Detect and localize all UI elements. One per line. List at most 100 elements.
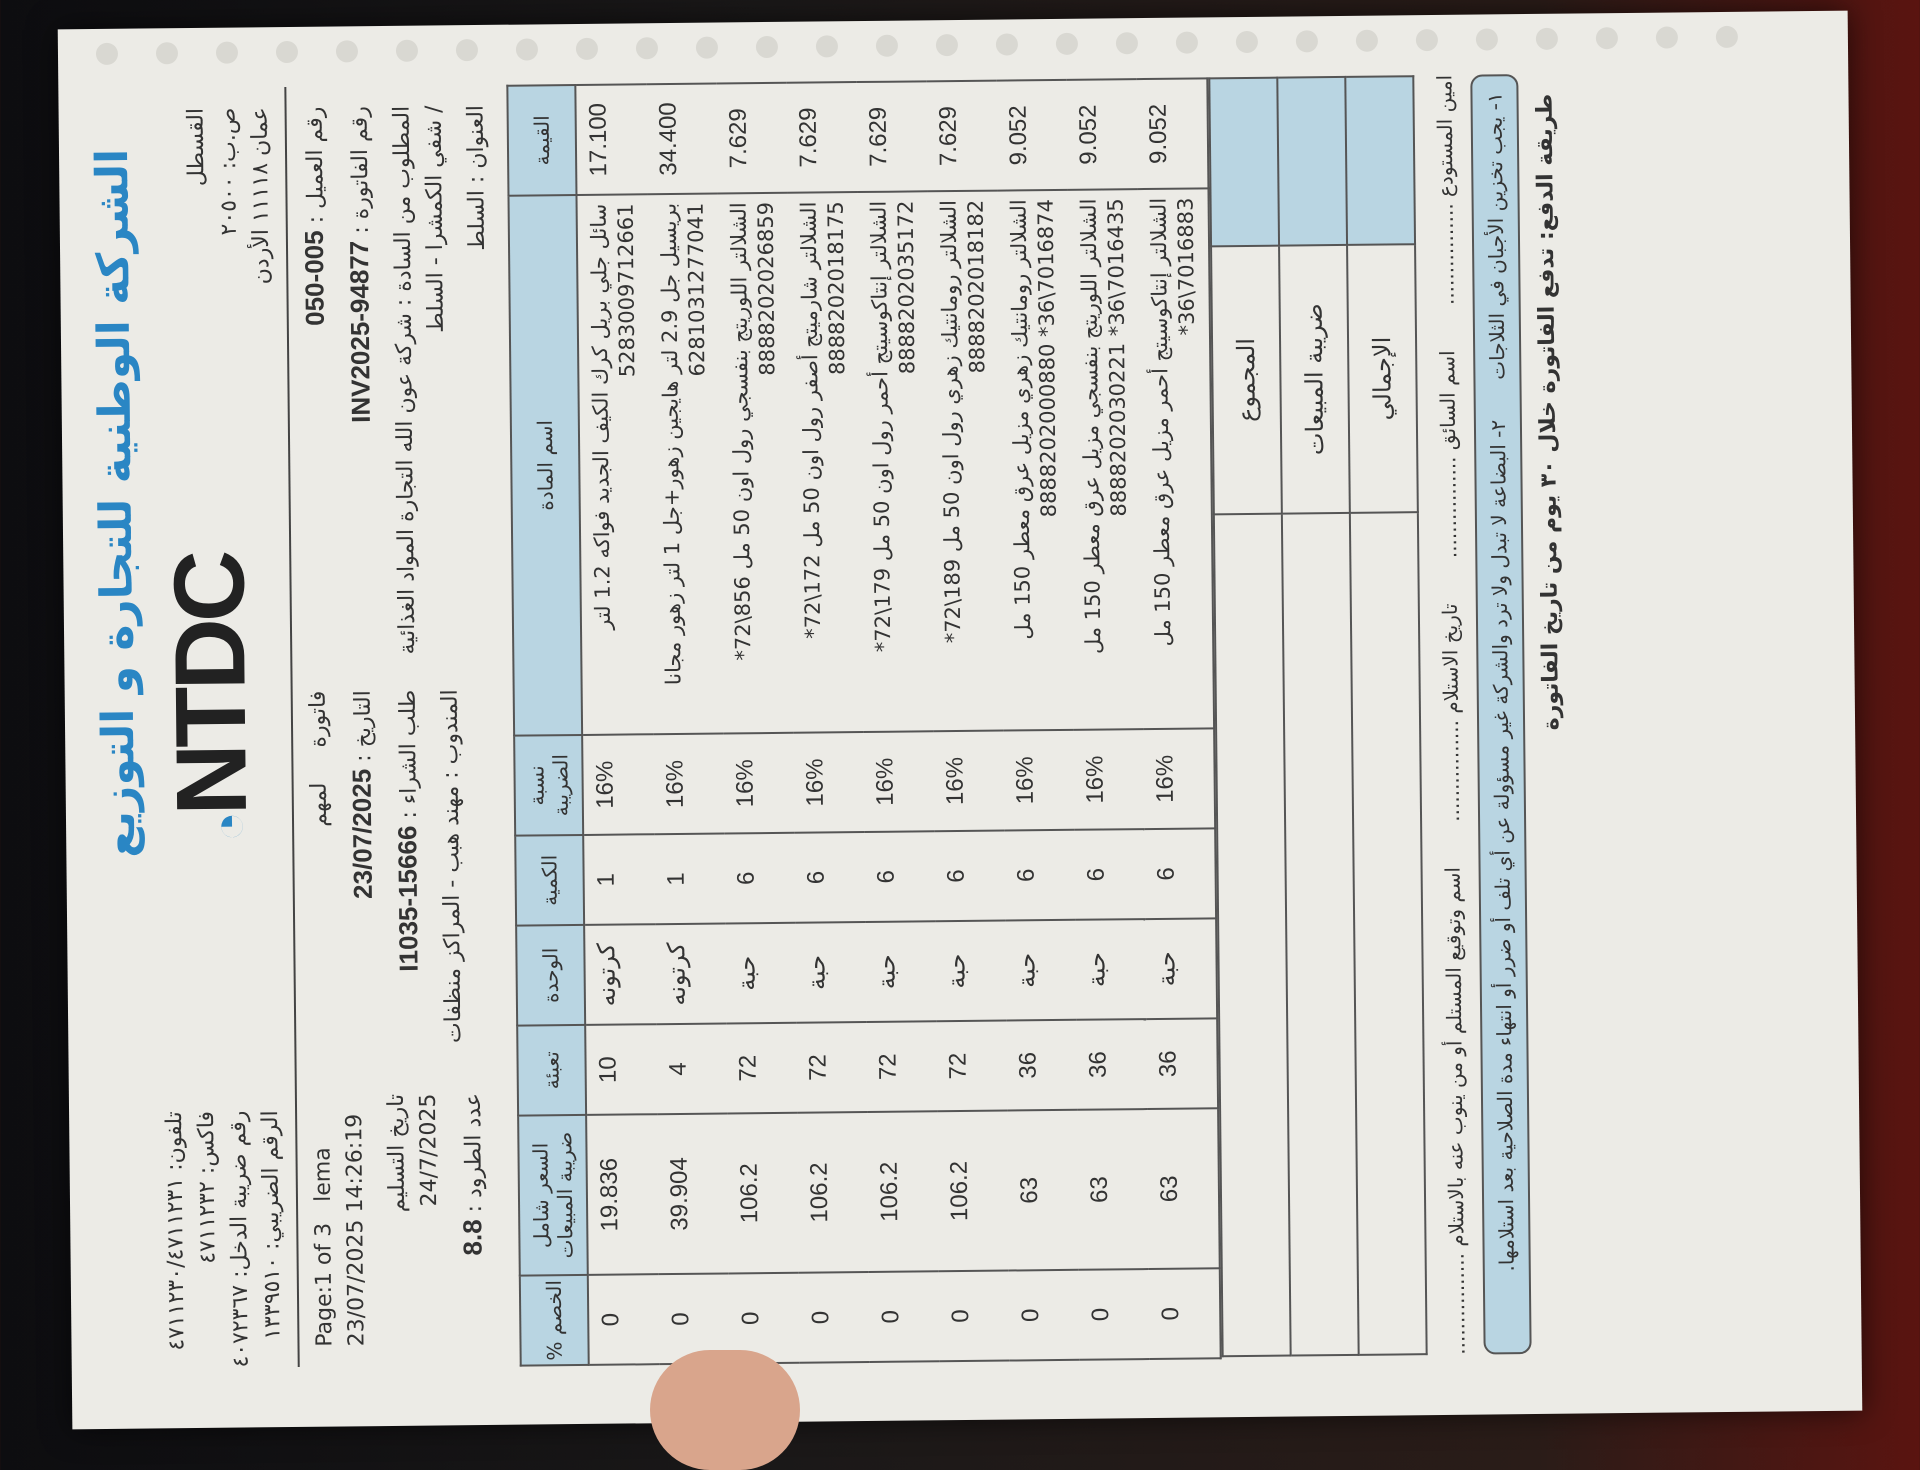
document-note: لمهم [306,782,333,827]
address-line: عمان ١١١١٨ الأردن [247,107,275,285]
table-row: 9.052 الشلالتر اللوريتج بنفسجي مزيل عرق م… [1066,79,1150,1360]
table-cell: 36 [1076,1019,1148,1110]
feed-hole [575,37,599,60]
sales-rep: المندوب : مهند هبب - المراكز منظفات [435,689,471,1069]
table-cell: 16% [863,731,935,833]
label: رقم العميل : [302,106,329,224]
receipt-date-field: تاريخ الاستلام ................ [1437,603,1465,822]
table-cell: 106.2 [937,1110,1009,1272]
feed-hole [1115,32,1139,55]
table-cell: 34.400 [646,83,718,195]
table-cell: 16% [1143,728,1216,830]
table-cell: 10 [585,1024,658,1115]
table-cell: 16% [582,734,655,835]
table-row: 7.629 الشلالتر إنتاكوسيتج أحمر رول اون 50… [856,81,940,1362]
invoice-info: رقم العميل : 005-050 رقم الفاتورة : INV2… [286,85,505,1367]
bill-to: المطلوب من السادة : شركة عون الله التجار… [387,105,457,666]
column-header: القيمة [507,84,577,196]
column-header: الكمية [515,834,585,926]
table-row: 7.629 الشلالتر رومانتيك زهري رول اون 50 م… [926,80,1010,1362]
table-cell: 7.629 [926,80,998,192]
delivery-row: تاريخ التسليم 24/7/2025 [381,1093,448,1346]
driver-name-field: اسم السائق ................ [1435,350,1462,559]
table-cell: 0 [1148,1268,1221,1360]
feed-hole [95,42,119,66]
label: المطلوب من السادة : [389,105,417,307]
table-cell: الشلالتر اللوريتج بنفسجي رول اون 50 مل 8… [717,192,794,734]
feed-hole [155,42,179,65]
value: مهند هبب - المراكز منظفات [438,785,467,1044]
feed-hole [335,40,359,63]
signature-line: امين المستودع ................ اسم السائ… [1430,75,1471,1355]
table-cell: 72 [936,1020,1008,1112]
customer-address: العنوان : السلط [461,105,499,665]
column-header: الخصم % [519,1274,589,1366]
column-header: اسم المادة [508,194,583,736]
term-item: ١- يجب تخزين الأجبان في الثلاجات [1482,92,1510,380]
table-cell: 16% [723,732,795,834]
table-cell: 7.629 [786,82,858,193]
feed-hole [455,39,479,62]
spacer [1281,512,1359,1356]
contact-line: فاكس: ٤٧١١٢٣٢ [194,1110,221,1265]
payment-terms: طريقة الدفع: تدفع الفاتورة خلال ٣٠ يوم م… [1532,93,1565,731]
receiver-signature-field: اسم وتوقيع المستلم أو من ينوب عنه بالاست… [1440,866,1470,1355]
info-column-document: فاتورة لمهم التاريخ : 23/07/2025 طلب الش… [303,689,503,1071]
value: 005-050 [298,230,330,326]
invoice-header: الشركة الوطنية للتجارة و التوزيع القسطل … [82,87,289,1369]
table-cell: 0 [1078,1269,1150,1360]
feed-hole [695,36,719,59]
term-item: ٢- البضاعة لا تبدل ولا ترد والشركة غير م… [1485,419,1519,1272]
table-cell: 16% [1073,729,1145,830]
address-line: ص.ب: ٢٠٥٠٠ [215,107,242,236]
tax-label: ضريبة المبيعات [1279,244,1350,514]
column-header: تعبئة [517,1024,587,1116]
label: التاريخ : [350,690,377,762]
table-cell: الشلالتر إنتاكوسيتج أحمر رول اون 50 مل 1… [857,191,934,733]
table-cell: 0 [868,1271,940,1362]
subtotal-label: المجموع [1211,245,1282,515]
grand-total-row: الإجمالي [1345,76,1427,1355]
table-cell: 7.629 [716,82,788,194]
table-cell: 1 [583,834,656,925]
feed-hole [935,33,959,57]
page-number: Page:1 of 3 [311,1222,338,1347]
label: العنوان : [463,104,490,184]
feed-hole [215,41,239,64]
info-column-customer: رقم العميل : 005-050 رقم الفاتورة : INV2… [297,105,499,667]
table-cell: حبة [1005,919,1077,1021]
feed-hole [395,39,419,62]
feed-hole [635,37,659,60]
feed-hole [1295,30,1319,53]
table-cell: 0 [938,1270,1010,1362]
feed-hole [1415,28,1439,52]
feed-hole [1475,28,1499,51]
feed-hole [515,38,539,61]
table-row: 7.629 الشلالتر اللوريتج بنفسجي رول اون 50… [716,82,800,1364]
table-cell: سائل جلي بريل كرك الكيف الجديد فواكه 1.2… [576,194,654,735]
terms-box: ١- يجب تخزين الأجبان في الثلاجات ٢- البض… [1470,74,1532,1355]
contact-line: تلفون: ٤٧١١٢٣٠/٤٧١١٢٣١ [162,1111,190,1351]
feed-hole [995,33,1019,56]
table-cell: الشلالتر رومانتيك زهري رول اون 50 مل 189… [927,190,1004,732]
table-cell: 9.052 [1136,78,1209,190]
table-cell: 63 [1147,1108,1220,1270]
tax-value [1277,76,1348,246]
company-address: القسطل ص.ب: ٢٠٥٠٠ عمان ١١١١٨ الأردن [180,87,278,285]
feed-hole [1235,30,1259,54]
grand-total-label: الإجمالي [1347,244,1418,513]
table-cell: 72 [796,1021,868,1113]
table-row: 9.052 الشلالتر رومانتيك زهري مزيل عرق معط… [996,79,1080,1361]
contact-line: رقم ضريبة الدخل: ٤٠٧٢٣٦٧ [226,1110,254,1368]
header-row: القسطل ص.ب: ٢٠٥٠٠ عمان ١١١١٨ الأردن ◔NTD… [148,87,289,1368]
company-logo: ◔NTDC [153,553,268,842]
totals-table: المجموع ضريبة المبيعات الإجمالي [1208,75,1427,1357]
table-cell: حبة [725,922,797,1024]
table-cell: 19.836 [586,1114,659,1275]
table-row: 7.629 الشلالتر شارميتج أصفر رول اون 50 مل… [786,82,870,1363]
finger [650,1350,800,1470]
table-cell: 72 [726,1022,798,1114]
table-cell: 63 [1077,1109,1149,1270]
table-cell: 6 [1004,829,1076,921]
table-cell: 0 [798,1271,870,1363]
